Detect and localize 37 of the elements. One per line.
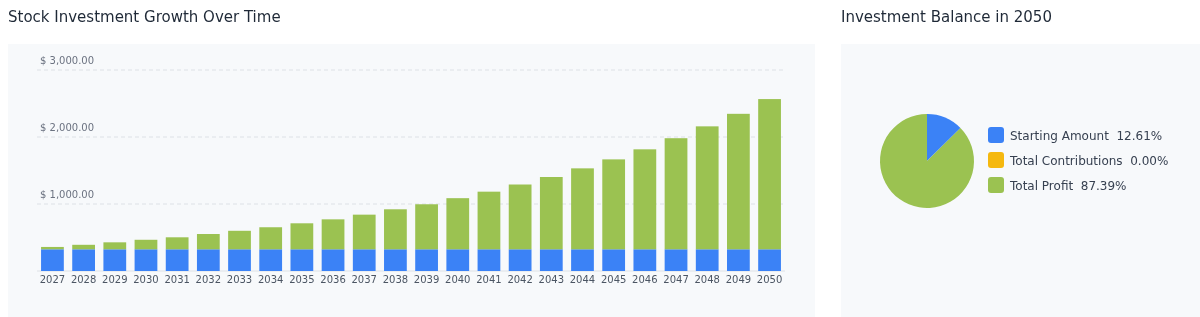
legend-label: Total Profit [1010, 178, 1074, 193]
pie-slice [927, 114, 961, 161]
x-tick-label: 2033 [226, 274, 253, 285]
x-tick-label: 2050 [756, 274, 783, 285]
x-tick-label: 2046 [632, 274, 658, 285]
y-tick-label: $ 3,000.00 [40, 55, 95, 66]
x-tick-label: 2039 [413, 274, 440, 285]
x-tick-label: 2027 [39, 274, 66, 285]
x-tick-label: 2029 [102, 274, 128, 285]
x-tick-label: 2036 [320, 274, 346, 285]
legend-label: Total Contributions [1010, 153, 1123, 168]
chart-title: Stock Investment Growth Over Time [8, 8, 281, 26]
x-tick-label: 2038 [382, 274, 409, 285]
x-tick-label: 2031 [164, 274, 190, 285]
x-tick-label: 2032 [195, 274, 222, 285]
x-tick-label: 2030 [133, 274, 159, 285]
x-tick-label: 2045 [600, 274, 627, 285]
x-tick-label: 2040 [445, 274, 471, 285]
x-tick-label: 2049 [725, 274, 752, 285]
x-tick-label: 2043 [538, 274, 565, 285]
y-tick-label: $ 2,000.00 [40, 122, 95, 133]
x-tick-label: 2037 [351, 274, 377, 285]
x-tick-label: 2044 [569, 274, 596, 285]
legend-label: Starting Amount [1010, 128, 1109, 143]
y-tick-label: $ 1,000.00 [40, 189, 95, 200]
x-tick-label: 2034 [257, 274, 284, 285]
data-label: 87.39% [1080, 178, 1127, 193]
pie-slice [880, 114, 974, 208]
x-tick-label: 2047 [663, 274, 689, 285]
text: 0.00% [1130, 153, 1169, 168]
x-tick-label: 2048 [694, 274, 720, 285]
data-label: 12.61% [1116, 128, 1163, 143]
x-tick-label: 2041 [476, 274, 502, 285]
x-tick-label: 2042 [507, 274, 533, 285]
chart-title: Investment Balance in 2050 [841, 8, 1052, 26]
x-tick-label: 2028 [70, 274, 97, 285]
x-tick-label: 2035 [289, 274, 315, 285]
